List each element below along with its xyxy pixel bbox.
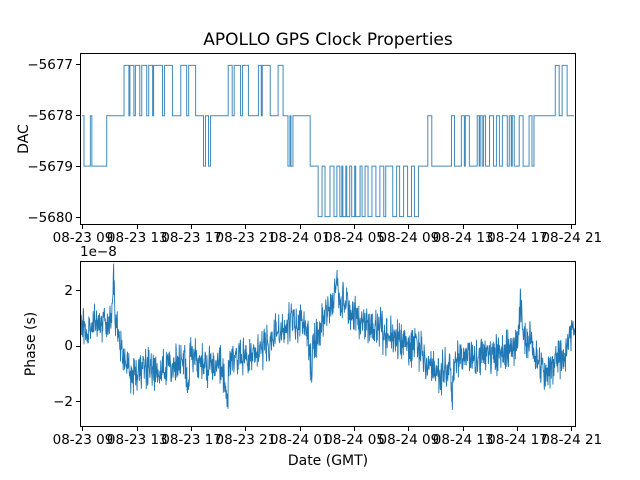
x-tick-label: 08-24 17 (487, 432, 548, 448)
x-tick-mark (191, 427, 193, 431)
x-tick-label: 08-24 09 (378, 432, 440, 448)
x-tick-mark (462, 225, 464, 229)
phase-series-line (81, 263, 575, 410)
x-tick-mark (136, 225, 138, 229)
x-axis-label: Date (GMT) (287, 453, 369, 469)
x-tick-mark (245, 225, 247, 229)
y-tick-mark (76, 115, 80, 117)
y-tick-label: −5679 (27, 158, 73, 175)
x-tick-mark (571, 225, 573, 229)
y-tick-label: −5677 (27, 56, 73, 73)
y-tick-mark (76, 345, 80, 347)
x-tick-mark (516, 225, 518, 229)
chart-title: APOLLO GPS Clock Properties (203, 30, 453, 50)
dac-y-axis-label: DAC (16, 124, 32, 154)
y-tick-mark (76, 290, 80, 292)
y-tick-label: −5680 (27, 209, 73, 226)
y-tick-mark (76, 217, 80, 218)
x-tick-label: 08-23 21 (215, 230, 277, 246)
phase-offset-text: 1e−8 (80, 244, 117, 260)
x-tick-label: 08-23 09 (52, 432, 114, 448)
x-tick-mark (354, 427, 356, 431)
y-tick-mark (76, 166, 80, 167)
x-tick-mark (354, 225, 356, 229)
x-tick-mark (136, 427, 138, 431)
x-tick-mark (82, 225, 84, 229)
x-tick-mark (299, 427, 301, 431)
x-tick-label: 08-23 21 (215, 432, 277, 448)
x-tick-label: 08-24 01 (269, 432, 331, 448)
x-tick-label: 08-24 13 (432, 432, 494, 448)
x-tick-mark (408, 225, 410, 229)
x-tick-label: 08-23 09 (52, 230, 114, 246)
x-tick-label: 08-24 01 (269, 230, 331, 246)
y-tick-label: −2 (53, 393, 73, 410)
x-tick-mark (82, 427, 84, 431)
x-tick-label: 08-24 17 (487, 230, 548, 246)
y-tick-label: 2 (64, 282, 73, 299)
x-tick-label: 08-24 09 (378, 230, 440, 246)
x-tick-label: 08-24 13 (432, 230, 494, 246)
x-tick-mark (516, 427, 518, 431)
x-tick-label: 08-24 05 (324, 230, 385, 246)
x-tick-mark (462, 427, 464, 431)
y-tick-mark (76, 64, 80, 66)
x-tick-label: 08-24 21 (541, 230, 603, 246)
x-tick-label: 08-23 13 (106, 432, 168, 448)
x-tick-label: 08-23 17 (161, 230, 222, 246)
x-tick-label: 08-24 21 (541, 432, 603, 448)
x-tick-mark (299, 225, 301, 229)
phase-plot-area (80, 261, 576, 427)
x-tick-label: 08-24 05 (324, 432, 385, 448)
x-tick-mark (245, 427, 247, 431)
x-tick-mark (571, 427, 573, 431)
x-tick-mark (191, 225, 193, 229)
x-tick-mark (408, 427, 410, 431)
y-tick-label: 0 (64, 338, 73, 355)
y-tick-label: −5678 (27, 107, 73, 124)
x-tick-label: 08-23 13 (106, 230, 168, 246)
dac-series-line (81, 64, 575, 218)
dac-plot-area (80, 53, 576, 225)
x-tick-label: 08-23 17 (161, 432, 222, 448)
y-tick-mark (76, 401, 80, 403)
